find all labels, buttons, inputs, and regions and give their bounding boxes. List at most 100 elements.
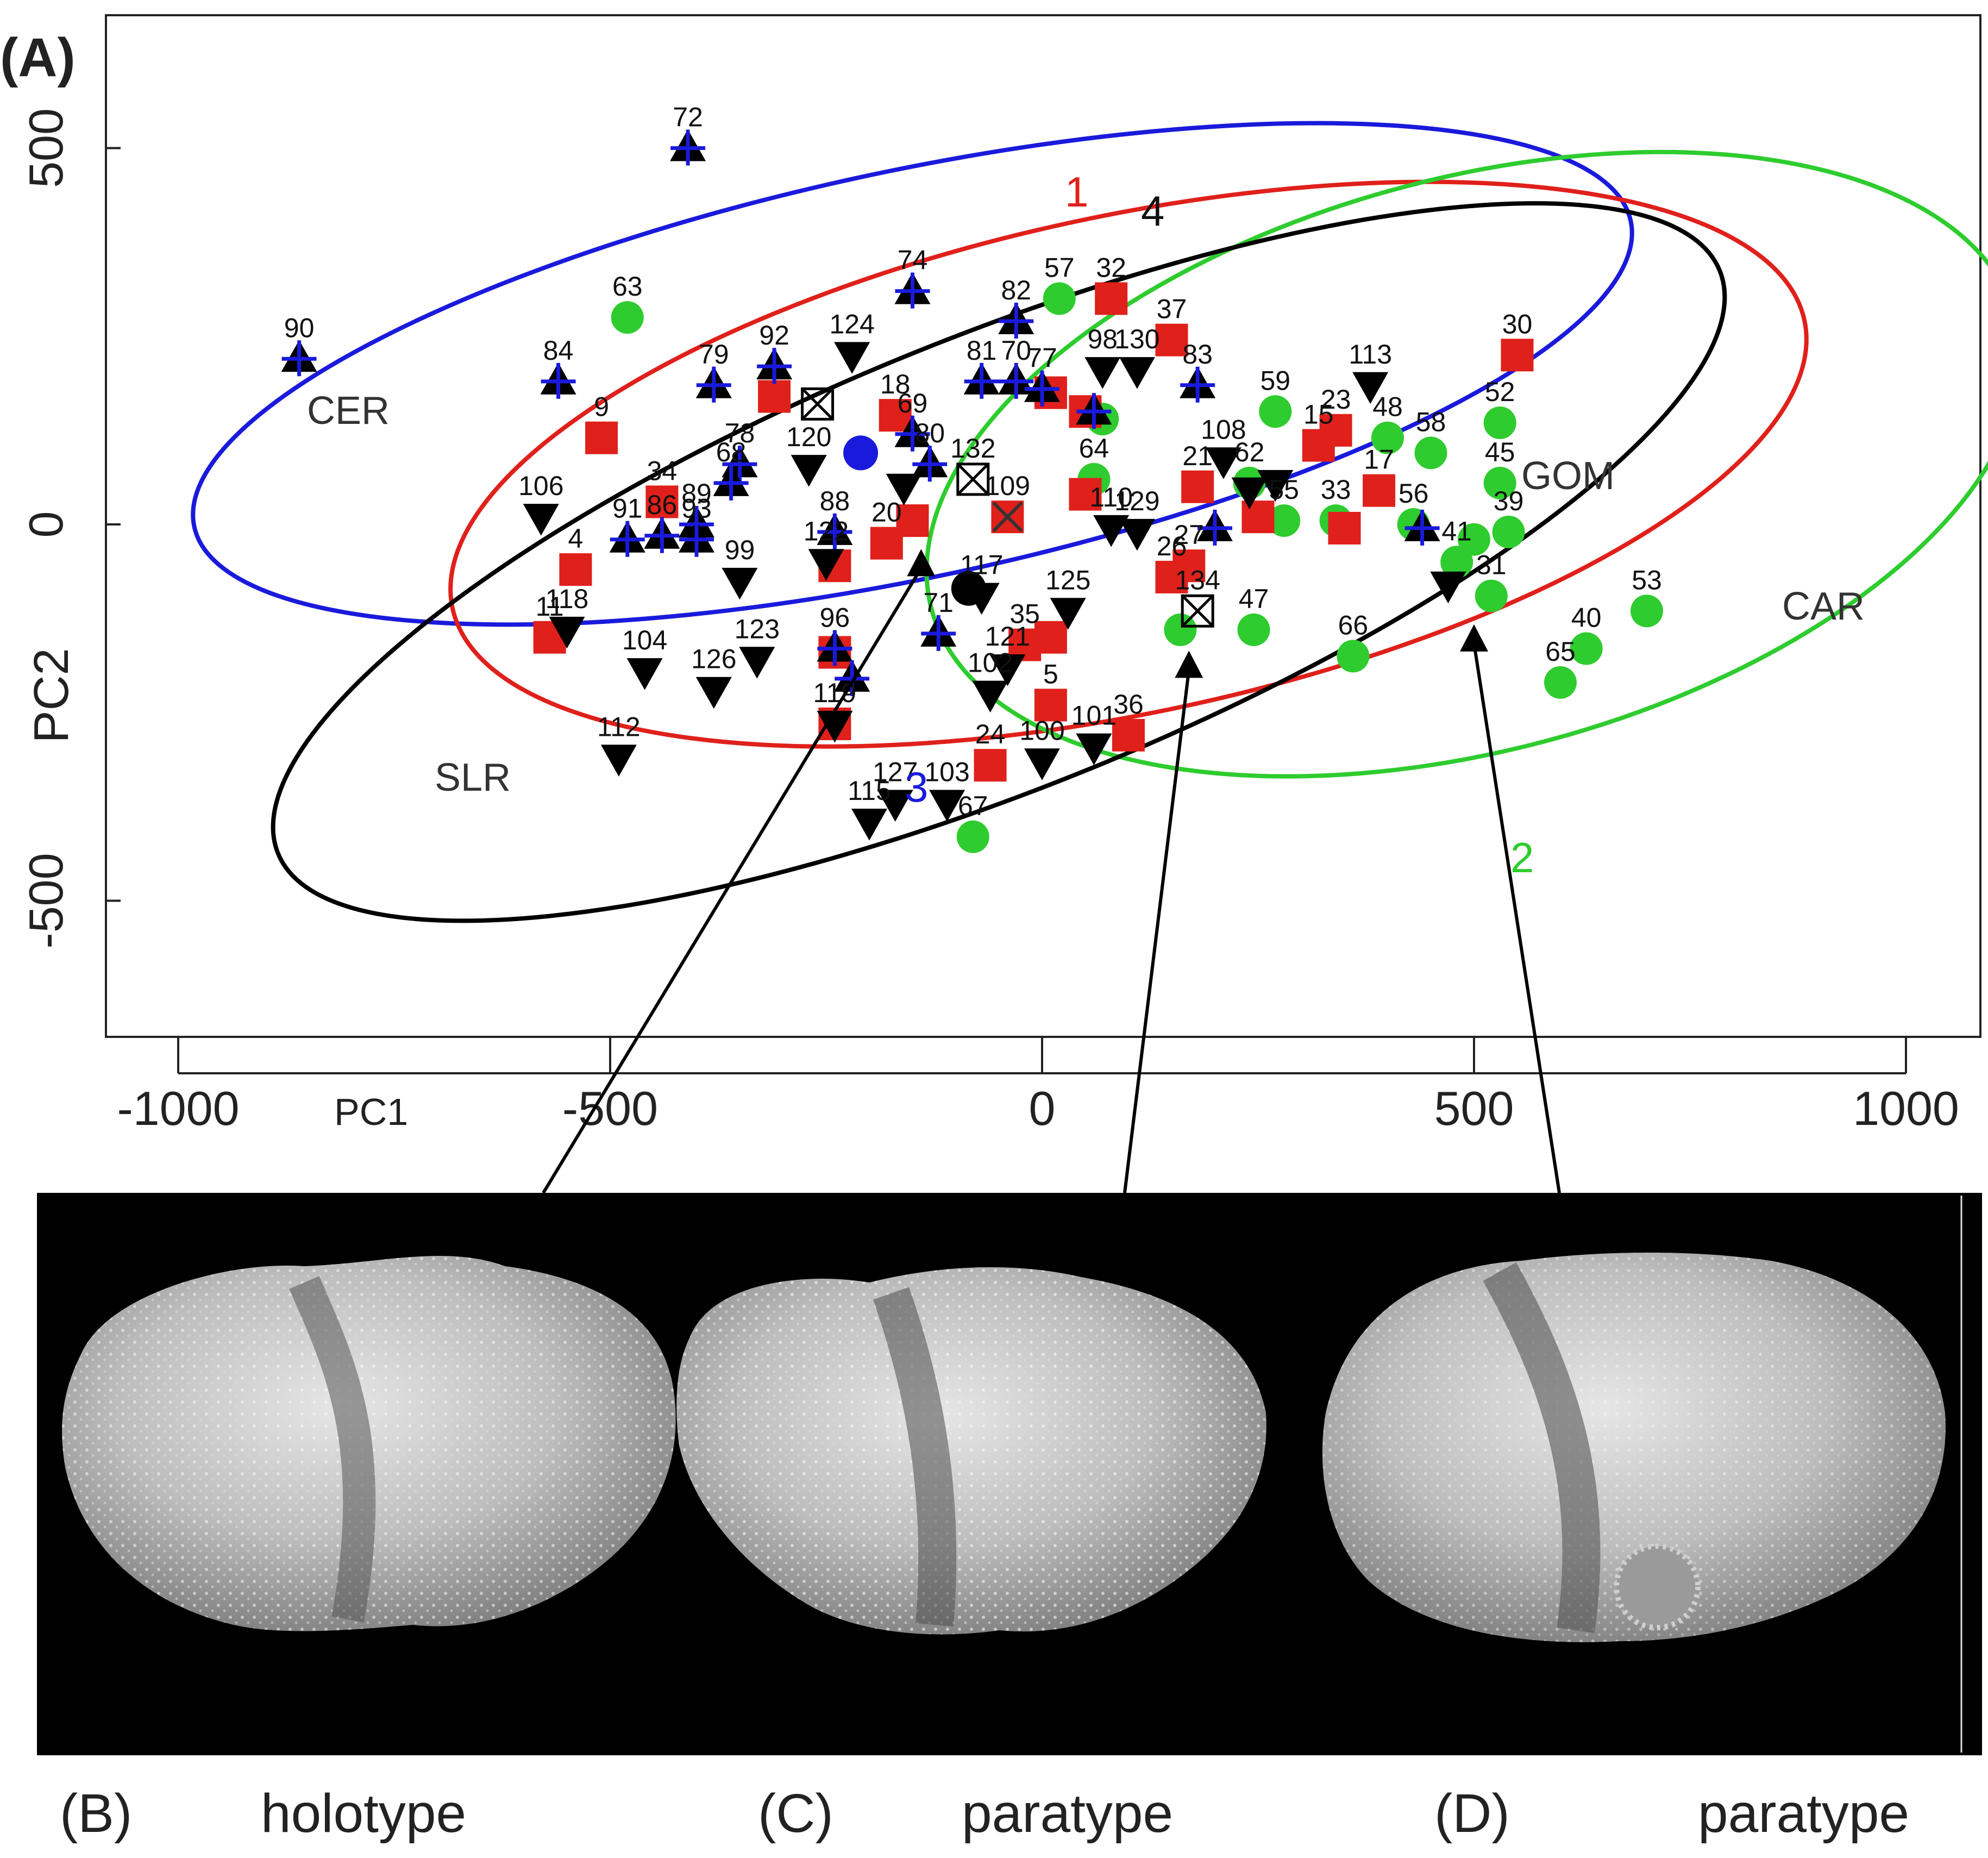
panel-label: (A) xyxy=(0,27,76,88)
point-label: 125 xyxy=(1045,565,1090,595)
point-label: 120 xyxy=(786,422,831,452)
point-label: 78 xyxy=(725,418,755,448)
blue-point xyxy=(670,129,706,166)
green-point xyxy=(1492,515,1525,548)
ellipse-label-4: 4 xyxy=(1141,187,1164,235)
green-point xyxy=(1544,666,1577,699)
point-label: 83 xyxy=(1182,339,1213,370)
point-label: 134 xyxy=(1175,565,1220,595)
black-point xyxy=(1430,571,1466,604)
specimen-photo-paratype-d xyxy=(1322,1253,1946,1642)
photo-captions: (B) holotype (C) paratype (D) paratype xyxy=(0,1761,1988,1853)
arrow-layer xyxy=(542,549,1561,1194)
ellipse-4 xyxy=(271,201,1727,923)
red-point xyxy=(1328,511,1361,545)
point-label: 52 xyxy=(1485,377,1515,407)
caption-letter-c: (C) xyxy=(758,1783,833,1844)
point-label: 4 xyxy=(568,523,583,554)
point-label: 9 xyxy=(594,392,609,422)
point-label: 102 xyxy=(968,648,1013,678)
point-label: 59 xyxy=(1260,365,1290,396)
green-point xyxy=(1440,546,1473,579)
blue-point xyxy=(1404,509,1440,546)
point-label: 63 xyxy=(612,271,643,302)
green-point xyxy=(956,820,989,853)
point-label: 119 xyxy=(813,678,857,708)
ellipse-layer xyxy=(191,121,1988,923)
point-label: 26 xyxy=(1157,531,1187,561)
x-tick-label: -500 xyxy=(562,1081,658,1135)
blue-point xyxy=(998,302,1034,339)
point-layer xyxy=(281,129,1663,853)
specimen-photo-holotype xyxy=(62,1256,676,1631)
black-point xyxy=(1205,447,1241,479)
red-point xyxy=(758,380,791,413)
point-label: 112 xyxy=(597,711,641,742)
point-label: 35 xyxy=(1009,599,1040,629)
green-point xyxy=(1458,523,1490,556)
point-label: 117 xyxy=(960,550,1004,580)
point-label: 101 xyxy=(1071,700,1117,731)
point-label: 123 xyxy=(735,614,780,644)
point-label: 72 xyxy=(673,102,703,133)
point-label: 96 xyxy=(820,603,850,633)
red-point xyxy=(585,421,618,454)
ellipse-3 xyxy=(191,121,1634,627)
point-label: 65 xyxy=(1545,636,1576,667)
blue-point xyxy=(817,630,853,666)
point-label: 99 xyxy=(725,535,755,565)
blue-point xyxy=(644,517,680,553)
point-label: 121 xyxy=(985,621,1030,652)
blue-point xyxy=(679,521,714,557)
point-label: 86 xyxy=(647,490,678,520)
point-label: 110 xyxy=(1089,482,1133,512)
point-label: 11 xyxy=(536,591,564,622)
green-point xyxy=(1414,436,1447,470)
point-label: 79 xyxy=(699,339,729,370)
point-label: 56 xyxy=(1399,478,1429,509)
blue-point xyxy=(1076,392,1112,429)
point-label: 32 xyxy=(1096,253,1126,283)
point-label: 81 xyxy=(967,335,997,366)
black-point xyxy=(523,504,559,536)
point-label: 124 xyxy=(829,309,874,339)
point-label: 5 xyxy=(1043,659,1058,689)
blue-point xyxy=(920,615,957,651)
point-label: 100 xyxy=(1019,715,1064,746)
point-label: 74 xyxy=(898,245,928,276)
point-label: 15 xyxy=(1303,399,1334,430)
caption-letter-b: (B) xyxy=(60,1783,133,1844)
red-point xyxy=(1319,414,1352,447)
black-point xyxy=(1024,748,1060,780)
point-label: 71 xyxy=(923,587,954,618)
blue-point xyxy=(540,362,576,399)
red-point xyxy=(559,553,592,586)
point-label: 24 xyxy=(975,719,1006,749)
point-label: 98 xyxy=(1087,324,1118,354)
x-tick-label: 500 xyxy=(1434,1081,1514,1135)
blue-point xyxy=(894,272,931,309)
plot-frame xyxy=(105,14,1981,1038)
special-point xyxy=(992,502,1023,533)
red-point xyxy=(1241,501,1275,534)
special-point xyxy=(801,387,835,421)
red-point xyxy=(1095,282,1128,315)
point-label: 40 xyxy=(1571,603,1602,633)
point-label: 89 xyxy=(681,478,712,509)
y-tick-label: 0 xyxy=(19,511,73,538)
arrow-head xyxy=(1460,624,1488,652)
green-point xyxy=(1483,466,1516,499)
blue-point xyxy=(609,521,645,557)
point-label: 64 xyxy=(1079,433,1109,464)
point-label: 77 xyxy=(1027,343,1057,373)
green-point xyxy=(1475,579,1508,612)
point-label: 47 xyxy=(1239,584,1269,614)
caption-letter-d: (D) xyxy=(1434,1783,1510,1844)
blue-point xyxy=(695,366,732,403)
black-point xyxy=(834,342,870,374)
point-label: 31 xyxy=(1476,550,1507,580)
blue-point xyxy=(1024,370,1060,406)
black-point xyxy=(817,711,853,743)
point-label: 118 xyxy=(545,584,589,614)
